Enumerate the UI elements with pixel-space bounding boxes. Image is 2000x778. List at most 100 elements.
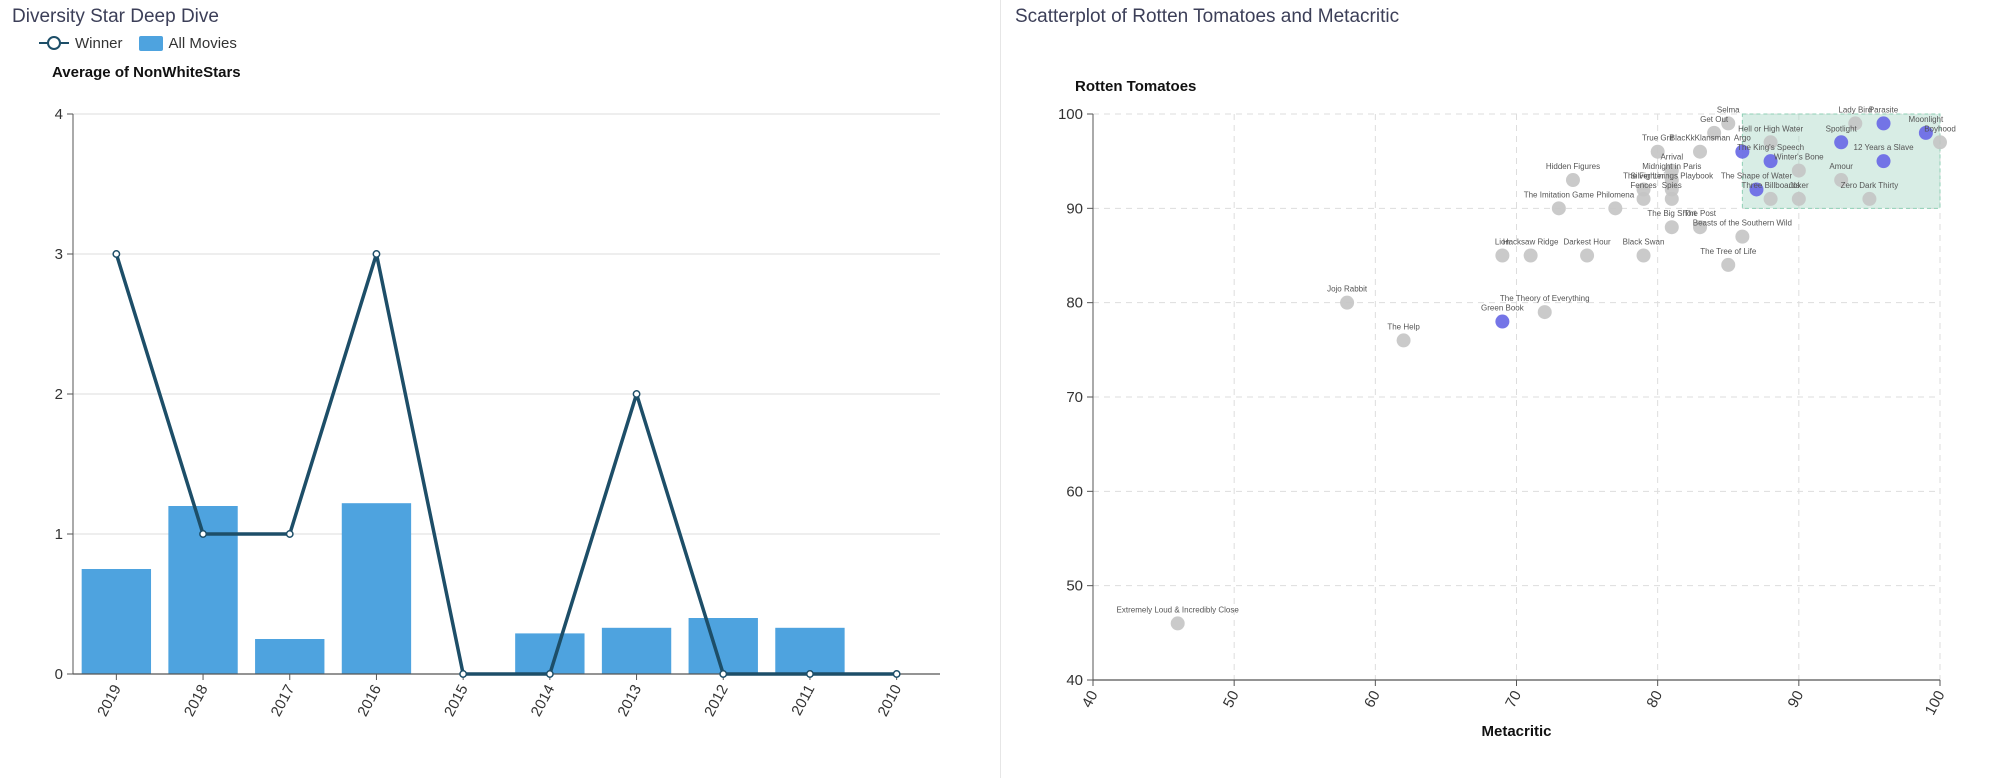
point-label-32: The King's Speech <box>1737 143 1804 152</box>
point-1 <box>1340 295 1355 310</box>
point-39 <box>1918 125 1933 140</box>
y-tick-label: 60 <box>1066 483 1083 500</box>
winner-point-2017 <box>285 530 294 538</box>
point-label-15: Hidden Figures <box>1546 162 1600 171</box>
x-tick-label-2013: 2013 <box>614 682 645 719</box>
y-axis-title: Rotten Tomatoes <box>1075 78 1196 95</box>
point-label-14: The Post <box>1684 209 1717 218</box>
y-tick-label: 3 <box>55 246 63 263</box>
point-label-22: Three Billboards <box>1741 181 1799 190</box>
x-tick-label-2011: 2011 <box>788 682 818 718</box>
point-3 <box>1495 314 1510 329</box>
point-9 <box>1721 257 1736 272</box>
point-37 <box>1848 116 1863 131</box>
left-panel: Diversity Star Deep Dive Winner All Movi… <box>12 0 1001 778</box>
y-tick-label: 40 <box>1066 672 1083 689</box>
point-23 <box>1791 191 1806 206</box>
legend: Winner All Movies <box>38 34 253 52</box>
point-29 <box>1707 125 1722 140</box>
point-22 <box>1763 191 1778 206</box>
right-panel: Scatterplot of Rotten Tomatoes and Metac… <box>1003 0 2000 778</box>
scatter-chart-title: Scatterplot of Rotten Tomatoes and Metac… <box>1015 6 1400 27</box>
bar-chart-title: Diversity Star Deep Dive <box>12 6 219 27</box>
point-label-9: The Tree of Life <box>1700 247 1757 256</box>
point-label-13: The Big Short <box>1647 209 1697 218</box>
point-15 <box>1565 173 1580 188</box>
point-label-39: Moonlight <box>1909 115 1944 124</box>
y-tick-label: 100 <box>1058 106 1083 123</box>
point-27 <box>1693 144 1708 159</box>
point-label-34: Amour <box>1829 162 1853 171</box>
bar-2016 <box>341 503 412 674</box>
x-tick-label-2019: 2019 <box>94 682 125 719</box>
point-26 <box>1650 144 1665 159</box>
point-label-8: Black Swan <box>1623 238 1665 247</box>
bar-line-chart: Average of NonWhiteStars 0 1 2 3 4 2019 2018 201… <box>52 64 940 719</box>
point-31 <box>1763 135 1778 150</box>
point-label-17: Silver Linings Playbook <box>1630 171 1714 180</box>
point-label-1: Jojo Rabbit <box>1327 285 1368 294</box>
point-label-28: Arrival <box>1660 153 1683 162</box>
point-35 <box>1834 135 1849 150</box>
point-8 <box>1636 248 1651 263</box>
point-label-25: Argo <box>1734 134 1751 143</box>
legend-item-all-movies[interactable]: All Movies <box>138 34 237 52</box>
point-label-7: Darkest Hour <box>1564 238 1611 247</box>
point-label-37: Lady Bird <box>1838 105 1872 114</box>
y-axis-title: Average of NonWhiteStars <box>52 64 241 81</box>
point-25 <box>1735 144 1750 159</box>
y-tick-label: 50 <box>1066 578 1083 595</box>
x-tick-label: 70 <box>1502 688 1525 711</box>
point-32 <box>1763 154 1778 169</box>
x-tick-label: 50 <box>1220 688 1243 711</box>
point-label-6: Hacksaw Ridge <box>1503 238 1559 247</box>
legend-item-winner[interactable]: Winner <box>38 34 123 52</box>
bar-2017 <box>255 639 325 674</box>
point-label-3: Green Book <box>1481 304 1525 313</box>
y-tick-label: 2 <box>55 386 63 403</box>
winner-line <box>114 252 897 676</box>
point-12 <box>1608 201 1623 216</box>
point-33 <box>1791 163 1806 178</box>
point-label-0: Extremely Loud & Incredibly Close <box>1117 605 1240 614</box>
point-label-26: True Grit <box>1642 134 1674 143</box>
point-label-20: Midnight in Paris <box>1642 162 1701 171</box>
point-label-29: Get Out <box>1700 115 1729 124</box>
point-label-35: Spotlight <box>1826 124 1858 133</box>
point-6 <box>1523 248 1538 263</box>
point-21 <box>1749 182 1764 197</box>
point-24 <box>1862 191 1877 206</box>
legend-line-swatch <box>39 36 69 50</box>
winner-point-2018 <box>199 530 208 538</box>
point-14 <box>1693 220 1708 235</box>
bar-2019 <box>81 569 152 674</box>
bar-2013 <box>601 627 672 674</box>
point-label-16: Fences <box>1630 181 1656 190</box>
scatter-chart: Rotten Tomatoes Metacritic 40 50 60 70 80 90 100… <box>1058 78 1956 740</box>
point-label-36: 12 Years a Slave <box>1854 143 1915 152</box>
bar-2012 <box>688 618 758 674</box>
x-tick-label-2010: 2010 <box>875 682 906 719</box>
x-tick-label-2015: 2015 <box>441 682 472 719</box>
winner-point-2013 <box>632 390 641 398</box>
winner-point-2010 <box>892 670 901 678</box>
point-0 <box>1170 616 1185 631</box>
x-tick-label: 40 <box>1079 688 1102 711</box>
point-36 <box>1876 154 1891 169</box>
bar-2014 <box>515 633 585 674</box>
point-label-19: Spies <box>1662 181 1682 190</box>
point-label-2: The Help <box>1387 322 1420 331</box>
winner-point-2012 <box>719 670 728 678</box>
x-tick-label: 90 <box>1785 688 1808 711</box>
x-tick-label: 60 <box>1361 688 1384 711</box>
point-19 <box>1664 191 1679 206</box>
y-tick-label: 4 <box>55 106 63 123</box>
x-tick-label-2012: 2012 <box>701 682 732 719</box>
point-5 <box>1495 248 1510 263</box>
point-label-10: Beasts of the Southern Wild <box>1693 219 1792 228</box>
y-tick-label: 80 <box>1066 295 1083 312</box>
y-tick-label: 90 <box>1066 200 1083 217</box>
point-label-12: Philomena <box>1596 190 1634 199</box>
point-11 <box>1551 201 1566 216</box>
legend-label-all-movies: All Movies <box>168 34 237 52</box>
